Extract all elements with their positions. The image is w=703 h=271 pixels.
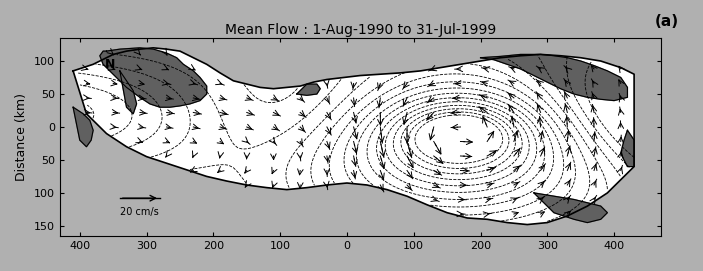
Polygon shape xyxy=(100,48,207,107)
Y-axis label: Distance (km): Distance (km) xyxy=(15,93,28,181)
Text: N: N xyxy=(105,58,115,71)
Title: Mean Flow : 1-Aug-1990 to 31-Jul-1999: Mean Flow : 1-Aug-1990 to 31-Jul-1999 xyxy=(225,23,496,37)
Polygon shape xyxy=(297,84,321,95)
Polygon shape xyxy=(73,107,93,147)
Polygon shape xyxy=(73,48,634,225)
Text: 20 cm/s: 20 cm/s xyxy=(120,207,159,217)
Polygon shape xyxy=(120,71,136,114)
Polygon shape xyxy=(534,193,607,222)
Text: (a): (a) xyxy=(654,14,678,28)
Polygon shape xyxy=(621,130,634,166)
Polygon shape xyxy=(481,54,628,101)
